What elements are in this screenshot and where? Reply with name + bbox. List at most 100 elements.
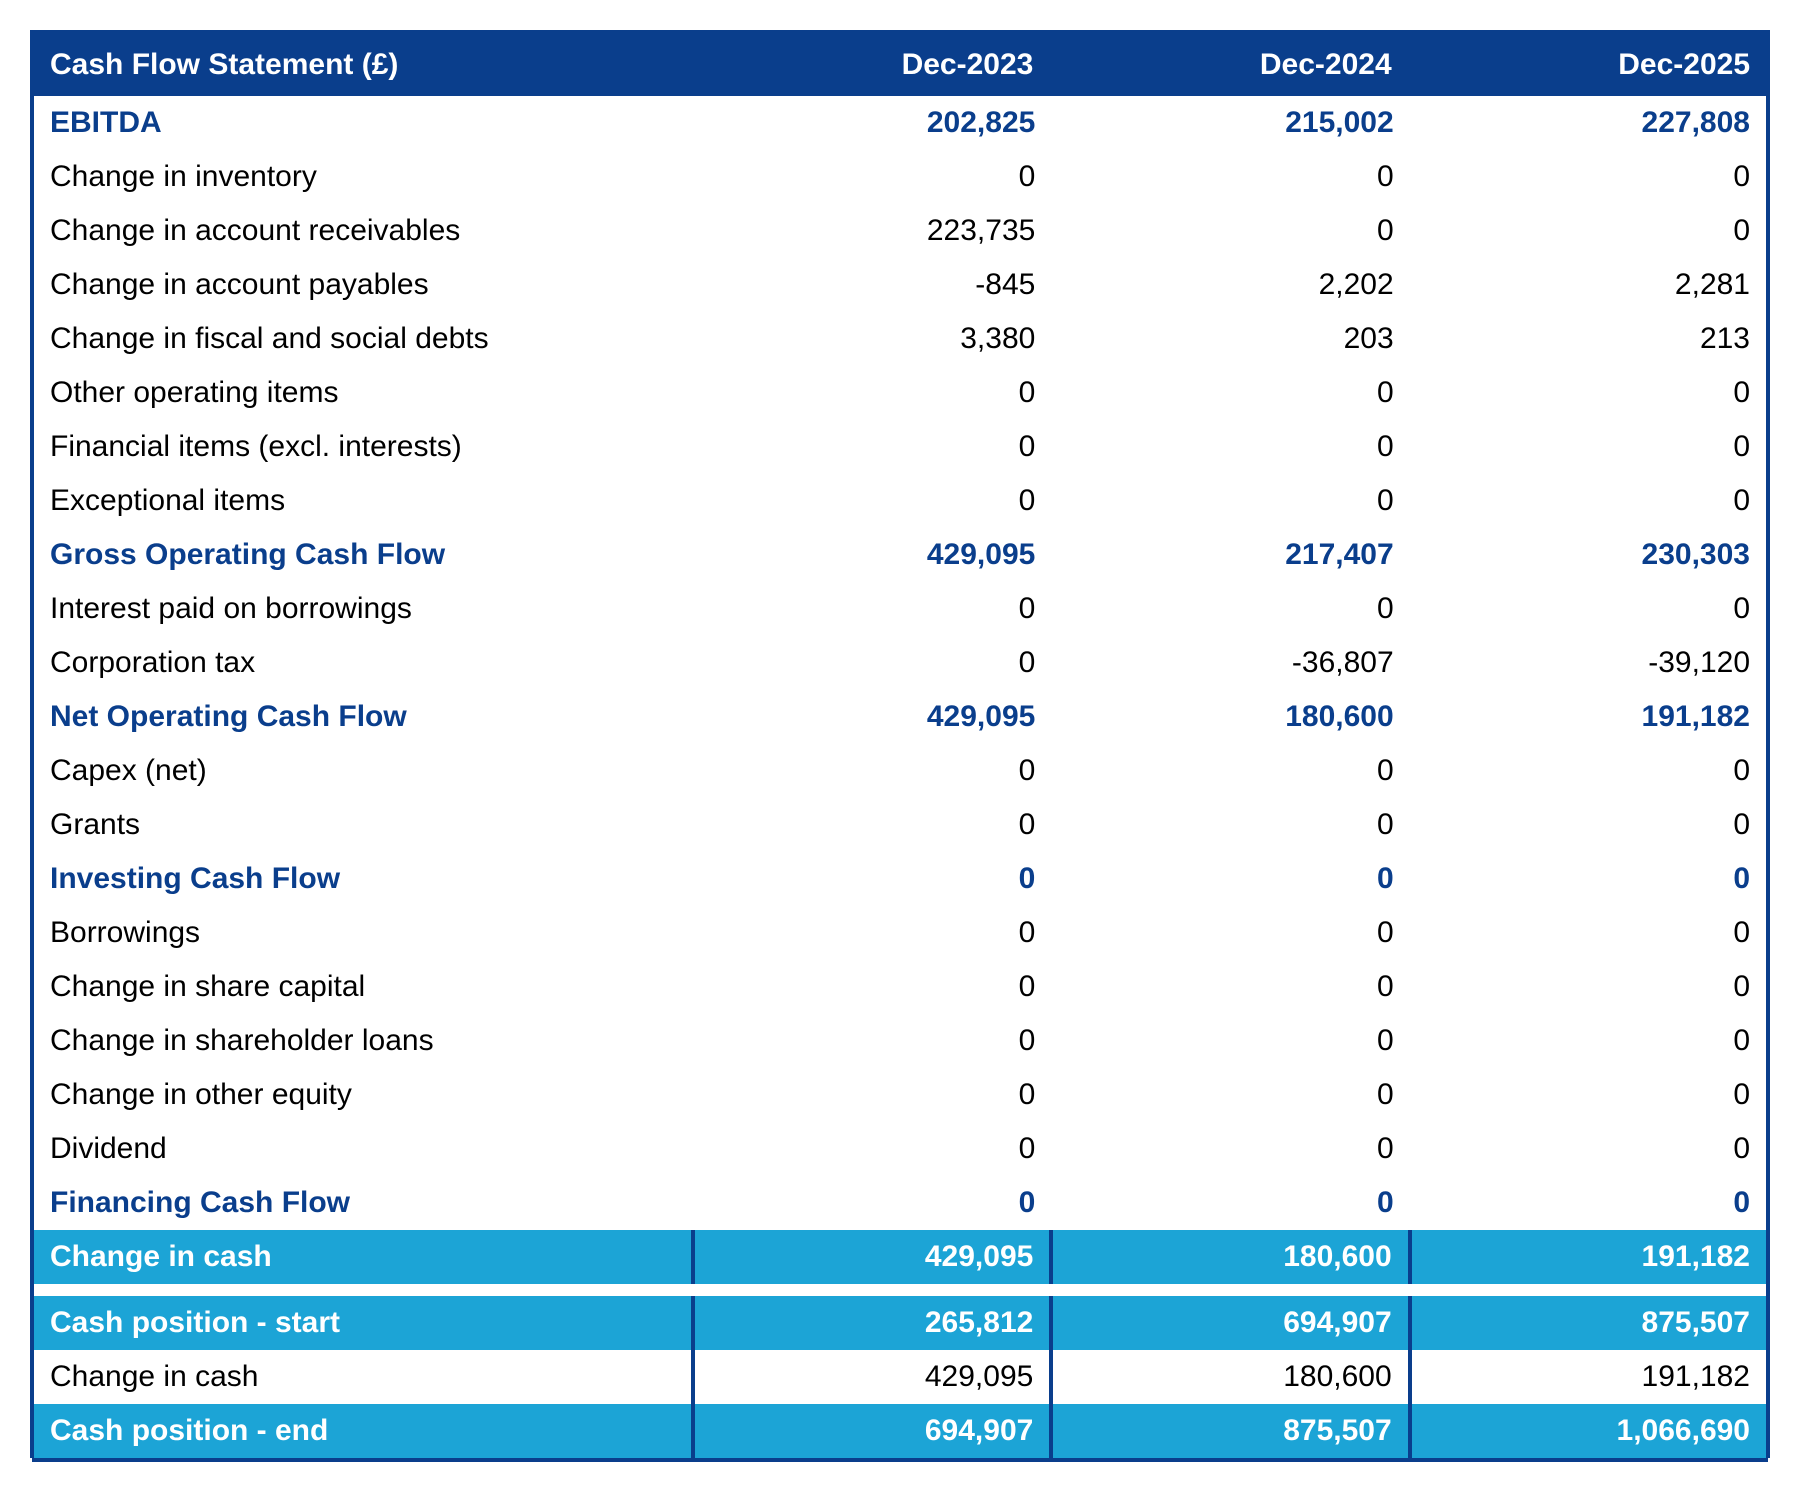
row-value: 0 <box>693 474 1051 528</box>
table-row: Net Operating Cash Flow429,095180,600191… <box>32 690 1768 744</box>
row-value: 0 <box>1051 1122 1409 1176</box>
row-value: 875,507 <box>1410 1296 1768 1350</box>
row-label: Change in account receivables <box>32 204 693 258</box>
row-value: 0 <box>693 636 1051 690</box>
table-row: Cash position - start265,812694,907875,5… <box>32 1296 1768 1350</box>
row-value: 429,095 <box>693 1230 1051 1284</box>
row-value: 0 <box>1051 1014 1409 1068</box>
row-value: 0 <box>1051 744 1409 798</box>
table-row: Dividend000 <box>32 1122 1768 1176</box>
table-row: Corporation tax0-36,807-39,120 <box>32 636 1768 690</box>
table-row: Cash position - end694,907875,5071,066,6… <box>32 1404 1768 1458</box>
row-value: 0 <box>1051 474 1409 528</box>
row-value: 0 <box>1410 798 1768 852</box>
row-label: Grants <box>32 798 693 852</box>
row-label: Cash position - start <box>32 1296 693 1350</box>
table-row: Investing Cash Flow000 <box>32 852 1768 906</box>
table-row: Change in account payables-8452,2022,281 <box>32 258 1768 312</box>
row-value: 0 <box>693 1014 1051 1068</box>
frame-edge <box>32 1458 1768 1462</box>
row-label: Change in account payables <box>32 258 693 312</box>
row-value: 0 <box>1410 204 1768 258</box>
row-value: 0 <box>693 960 1051 1014</box>
table-title: Cash Flow Statement (£) <box>32 32 693 96</box>
row-value: 0 <box>1410 474 1768 528</box>
row-label: Change in shareholder loans <box>32 1014 693 1068</box>
table-row: Change in account receivables223,73500 <box>32 204 1768 258</box>
col-header: Dec-2023 <box>693 32 1051 96</box>
row-value: 0 <box>1051 366 1409 420</box>
table-row: Change in share capital000 <box>32 960 1768 1014</box>
row-value: 0 <box>1410 852 1768 906</box>
row-value: 0 <box>1051 420 1409 474</box>
row-value: 217,407 <box>1051 528 1409 582</box>
row-value: 0 <box>693 744 1051 798</box>
row-value: -845 <box>693 258 1051 312</box>
row-value: 694,907 <box>1051 1296 1409 1350</box>
row-value: -39,120 <box>1410 636 1768 690</box>
row-value: 0 <box>1410 906 1768 960</box>
table-row: Change in other equity000 <box>32 1068 1768 1122</box>
row-label: Change in cash <box>32 1350 693 1404</box>
row-value: 191,182 <box>1410 1350 1768 1404</box>
row-value: 0 <box>1051 1068 1409 1122</box>
table-row: Financing Cash Flow000 <box>32 1176 1768 1230</box>
row-label: Change in cash <box>32 1230 693 1284</box>
table-header-row: Cash Flow Statement (£) Dec-2023 Dec-202… <box>32 32 1768 96</box>
row-value: 0 <box>693 366 1051 420</box>
row-value: 875,507 <box>1051 1404 1409 1458</box>
row-value: 213 <box>1410 312 1768 366</box>
table-row: Change in fiscal and social debts3,38020… <box>32 312 1768 366</box>
row-value: 0 <box>693 852 1051 906</box>
row-value: 0 <box>1051 852 1409 906</box>
row-label: Dividend <box>32 1122 693 1176</box>
row-value: 0 <box>693 1068 1051 1122</box>
row-value: 0 <box>1410 1122 1768 1176</box>
row-label: Net Operating Cash Flow <box>32 690 693 744</box>
row-value: 0 <box>1410 1068 1768 1122</box>
row-value: 0 <box>1051 1176 1409 1230</box>
row-value: 191,182 <box>1410 1230 1768 1284</box>
row-value: 230,303 <box>1410 528 1768 582</box>
row-value: 0 <box>1051 798 1409 852</box>
row-value: 0 <box>693 1176 1051 1230</box>
row-label: Change in inventory <box>32 150 693 204</box>
row-value: 0 <box>1051 150 1409 204</box>
row-value: 223,735 <box>693 204 1051 258</box>
row-label: Change in fiscal and social debts <box>32 312 693 366</box>
row-value: 429,095 <box>693 1350 1051 1404</box>
gap-cell <box>32 1284 1768 1296</box>
row-label: Corporation tax <box>32 636 693 690</box>
row-label: Gross Operating Cash Flow <box>32 528 693 582</box>
table-row: Capex (net)000 <box>32 744 1768 798</box>
table-row: Change in cash429,095180,600191,182 <box>32 1350 1768 1404</box>
row-value: 215,002 <box>1051 96 1409 150</box>
table-row: Gross Operating Cash Flow429,095217,4072… <box>32 528 1768 582</box>
row-value: 203 <box>1051 312 1409 366</box>
row-value: 0 <box>1410 744 1768 798</box>
row-value: 0 <box>693 420 1051 474</box>
row-value: 202,825 <box>693 96 1051 150</box>
row-label: Financial items (excl. interests) <box>32 420 693 474</box>
row-value: 2,281 <box>1410 258 1768 312</box>
row-value: 0 <box>693 582 1051 636</box>
table-row: Change in inventory000 <box>32 150 1768 204</box>
row-value: 0 <box>1410 366 1768 420</box>
row-value: 265,812 <box>693 1296 1051 1350</box>
row-label: Cash position - end <box>32 1404 693 1458</box>
row-label: Interest paid on borrowings <box>32 582 693 636</box>
row-label: Borrowings <box>32 906 693 960</box>
table-row: Exceptional items000 <box>32 474 1768 528</box>
row-label: Exceptional items <box>32 474 693 528</box>
table-row: Grants000 <box>32 798 1768 852</box>
row-value: 0 <box>693 906 1051 960</box>
table-row: Interest paid on borrowings000 <box>32 582 1768 636</box>
row-label: Change in share capital <box>32 960 693 1014</box>
table-row: Change in cash429,095180,600191,182 <box>32 1230 1768 1284</box>
table-row: Change in shareholder loans000 <box>32 1014 1768 1068</box>
row-label: Financing Cash Flow <box>32 1176 693 1230</box>
row-value: 0 <box>693 1122 1051 1176</box>
row-value: 191,182 <box>1410 690 1768 744</box>
row-value: 0 <box>1051 204 1409 258</box>
row-value: 0 <box>693 150 1051 204</box>
